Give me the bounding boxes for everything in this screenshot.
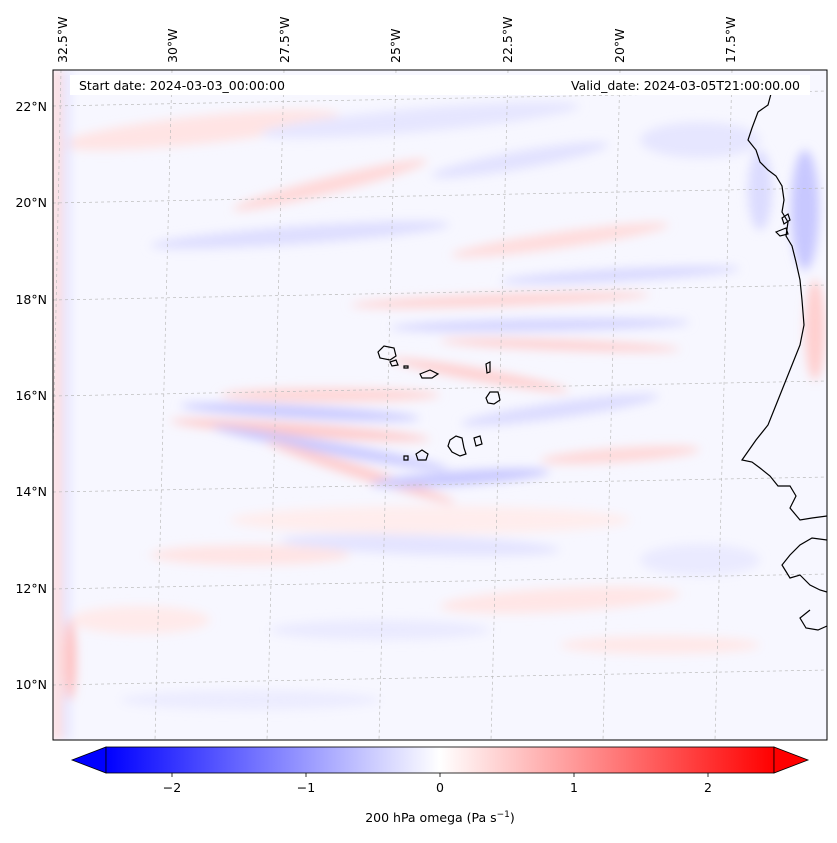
colorbar-extend-high xyxy=(773,746,810,774)
island-maio xyxy=(473,435,483,447)
lon-label: 20°W xyxy=(612,28,627,63)
lat-label: 12°N xyxy=(15,581,47,596)
lon-label: 25°W xyxy=(388,28,403,63)
latitude-labels: 22°N 20°N 18°N 16°N 14°N 12°N 10°N xyxy=(15,99,47,692)
longitude-labels: 32.5°W 30°W 27.5°W 25°W 22.5°W 20°W 17.5… xyxy=(55,17,738,63)
lat-label: 20°N xyxy=(15,195,47,210)
colorbar-extend-low xyxy=(70,746,107,774)
lon-label: 30°W xyxy=(165,28,180,63)
valid-date-label: Valid_date: 2024-03-05T21:00:00.00 xyxy=(571,78,800,93)
omega-field xyxy=(53,70,825,740)
colorbar: −2 −1 0 1 2 200 hPa omega (Pa s−1) xyxy=(70,746,810,825)
lon-label: 17.5°W xyxy=(723,17,738,63)
island-boa-vista xyxy=(485,391,501,405)
island-santiago xyxy=(447,435,467,457)
graticule xyxy=(53,70,827,740)
lat-label: 22°N xyxy=(15,99,47,114)
colorbar-tick: −2 xyxy=(163,780,181,795)
lat-label: 16°N xyxy=(15,388,47,403)
island-fogo xyxy=(415,449,429,461)
colorbar-gradient xyxy=(105,746,775,774)
colorbar-label-exponent: −1 xyxy=(497,810,510,820)
colorbar-tick: 0 xyxy=(436,780,444,795)
lon-label: 22.5°W xyxy=(500,17,515,63)
lon-label: 27.5°W xyxy=(277,17,292,63)
island-sao-vicente xyxy=(389,359,399,367)
coastline xyxy=(377,77,827,631)
island-brava xyxy=(403,455,409,461)
colorbar-tick: 2 xyxy=(704,780,712,795)
colorbar-tick: −1 xyxy=(297,780,315,795)
colorbar-label: 200 hPa omega (Pa s−1) xyxy=(365,810,515,825)
lat-label: 10°N xyxy=(15,677,47,692)
date-strip xyxy=(70,75,810,95)
lon-label: 32.5°W xyxy=(55,17,70,63)
map-frame xyxy=(52,69,828,741)
island-sal xyxy=(485,361,491,374)
start-date-label: Start date: 2024-03-03_00:00:00 xyxy=(79,78,285,93)
island-sao-nicolau xyxy=(419,369,440,379)
island-santo-antao xyxy=(377,345,397,361)
colorbar-tick: 1 xyxy=(570,780,578,795)
colorbar-label-text: 200 hPa omega (Pa s xyxy=(365,810,496,825)
colorbar-label-close: ) xyxy=(510,810,515,825)
lat-label: 18°N xyxy=(15,292,47,307)
lat-label: 14°N xyxy=(15,484,47,499)
